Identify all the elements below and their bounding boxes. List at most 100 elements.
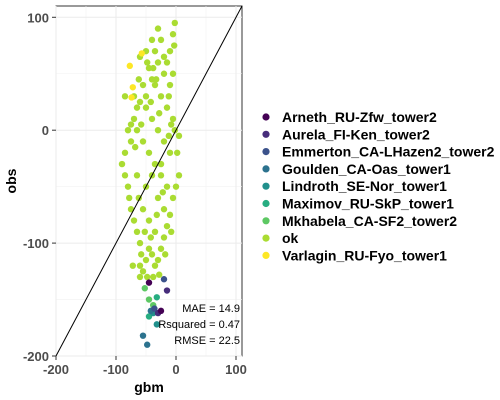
legend-item: Maximov_RU-SkP_tower1 [262, 196, 454, 212]
data-point [142, 104, 150, 111]
data-point [171, 19, 178, 27]
data-point [139, 268, 147, 275]
data-point [168, 228, 175, 236]
legend-item: Mkhabela_CA-SF2_tower2 [262, 213, 457, 229]
data-point [154, 126, 162, 134]
data-points [118, 19, 183, 348]
data-point [157, 245, 165, 252]
data-point [154, 194, 162, 202]
legend-item: Lindroth_SE-Nor_tower1 [262, 178, 447, 194]
data-point [129, 84, 136, 91]
y-axis-title: obs [3, 168, 19, 193]
data-point [151, 47, 159, 55]
data-point [141, 228, 148, 236]
legend-swatch [262, 217, 270, 225]
legend-swatch [262, 182, 270, 190]
series-ok [118, 19, 183, 281]
data-point [135, 76, 142, 83]
data-point [130, 115, 138, 123]
legend-swatch [262, 113, 270, 121]
data-point [138, 50, 145, 57]
legend-item: Varlagin_RU-Fyo_tower1 [262, 247, 447, 263]
data-point [169, 115, 177, 123]
data-point [160, 138, 168, 145]
data-point [175, 172, 183, 179]
legend-item: Emmerton_CA-LHazen2_tower2 [262, 144, 495, 160]
data-point [136, 262, 144, 269]
data-point [172, 183, 180, 190]
x-axis-title: gbm [134, 379, 164, 395]
series-Emmerton_CA-LHazen2_tower2 [151, 276, 168, 312]
data-point [136, 239, 144, 247]
data-point [127, 138, 135, 145]
annotations: MAE = 14.9 Rsquared = 0.47 RMSE = 22.5 [158, 303, 240, 347]
data-point [148, 36, 156, 44]
data-point [169, 31, 177, 38]
legend-label: Lindroth_SE-Nor_tower1 [282, 178, 447, 194]
data-point [151, 305, 158, 312]
y-tick-label: -200 [23, 349, 49, 364]
data-point [168, 121, 175, 128]
data-point [163, 287, 171, 294]
legend-label: Aurela_FI-Ken_tower2 [282, 126, 430, 142]
legend-item: Goulden_CA-Oas_tower1 [262, 161, 451, 177]
data-point [118, 160, 126, 168]
data-point [153, 211, 160, 219]
data-point [144, 273, 151, 281]
data-point [124, 126, 132, 134]
data-point [163, 222, 171, 230]
data-point [142, 93, 150, 100]
data-point [166, 47, 174, 55]
data-point [133, 104, 141, 111]
legend-label: Varlagin_RU-Fyo_tower1 [282, 247, 447, 263]
data-point [153, 321, 160, 328]
legend-item: ok [262, 230, 299, 246]
x-tick-label: 100 [225, 362, 247, 377]
y-tick-label: 0 [42, 123, 49, 138]
data-point [121, 93, 129, 100]
data-point [174, 149, 181, 156]
data-point [162, 251, 169, 258]
x-tick-label: -100 [103, 362, 129, 377]
data-point [145, 296, 153, 303]
legend-label: Mkhabela_CA-SF2_tower2 [282, 213, 457, 229]
data-point [144, 59, 151, 66]
legend-swatch [262, 130, 270, 138]
data-point [126, 194, 133, 202]
series-Mkhabela_CA-SF2_tower2 [141, 285, 157, 309]
data-point [133, 228, 141, 236]
legend-label: Goulden_CA-Oas_tower1 [282, 161, 451, 177]
data-point [144, 341, 151, 348]
data-point [129, 262, 136, 269]
data-point [145, 149, 153, 156]
data-point [145, 279, 153, 286]
data-point [150, 273, 157, 281]
data-point [145, 245, 153, 252]
data-point [151, 262, 159, 269]
data-point [157, 93, 165, 100]
data-point [163, 183, 171, 190]
annotation-rmse: RMSE = 22.5 [174, 335, 240, 347]
series-Arneth_RU-Zfw_tower2 [145, 279, 165, 315]
data-point [139, 138, 147, 145]
data-point [169, 194, 177, 202]
data-point [136, 273, 144, 281]
legend-swatch [262, 165, 270, 173]
data-point [160, 276, 168, 283]
data-point [169, 70, 177, 77]
data-point [141, 285, 148, 292]
data-point [154, 59, 162, 66]
data-point [160, 70, 168, 77]
data-point [156, 271, 163, 278]
plot-panel: MAE = 14.9 Rsquared = 0.47 RMSE = 22.5 [55, 5, 243, 357]
x-tick-label: 0 [172, 362, 179, 377]
data-point [138, 251, 145, 258]
data-point [128, 94, 135, 101]
data-point [130, 217, 138, 224]
legend-swatch [262, 199, 270, 208]
data-point [121, 172, 129, 179]
data-point [127, 121, 135, 128]
annotation-rsquared: Rsquared = 0.47 [158, 319, 240, 331]
legend-swatch [262, 251, 270, 259]
